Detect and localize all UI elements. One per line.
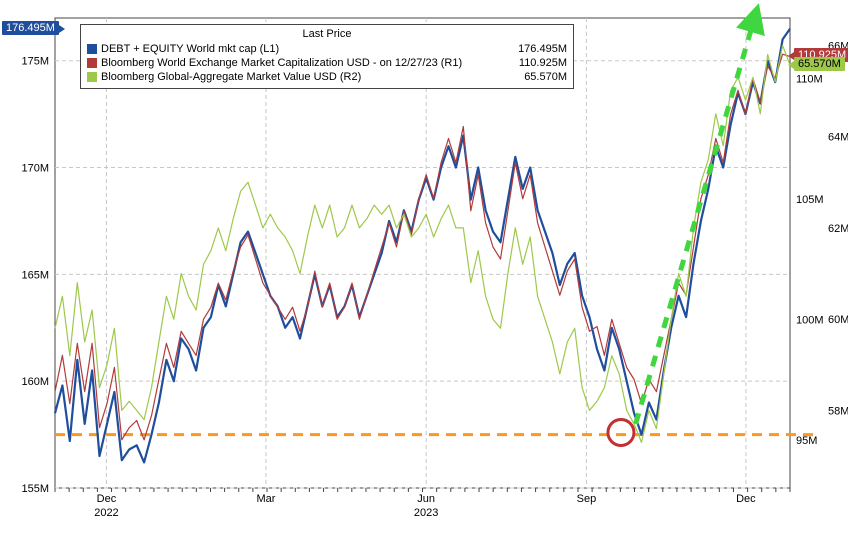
legend-swatch bbox=[87, 72, 97, 82]
legend-swatch bbox=[87, 58, 97, 68]
svg-text:62M: 62M bbox=[828, 223, 848, 235]
svg-text:Jun: Jun bbox=[417, 493, 435, 505]
svg-text:95M: 95M bbox=[796, 435, 817, 447]
legend-label: Bloomberg Global-Aggregate Market Value … bbox=[101, 70, 497, 84]
legend-box: Last Price DEBT + EQUITY World mkt cap (… bbox=[80, 24, 574, 89]
svg-text:Mar: Mar bbox=[256, 493, 275, 505]
legend-value: 110.925M bbox=[507, 56, 567, 70]
svg-text:105M: 105M bbox=[796, 194, 824, 206]
svg-text:165M: 165M bbox=[21, 269, 49, 281]
legend-value: 176.495M bbox=[507, 42, 567, 56]
svg-text:Dec: Dec bbox=[736, 493, 756, 505]
svg-text:60M: 60M bbox=[828, 314, 848, 326]
legend-swatch bbox=[87, 44, 97, 54]
svg-text:160M: 160M bbox=[21, 376, 49, 388]
legend-label: DEBT + EQUITY World mkt cap (L1) bbox=[101, 42, 497, 56]
legend-label: Bloomberg World Exchange Market Capitali… bbox=[101, 56, 497, 70]
legend-value: 65.570M bbox=[507, 70, 567, 84]
svg-text:64M: 64M bbox=[828, 132, 848, 144]
svg-text:58M: 58M bbox=[828, 405, 848, 417]
price-flag: 176.495M bbox=[2, 21, 59, 35]
legend-row: Bloomberg World Exchange Market Capitali… bbox=[87, 56, 567, 70]
svg-text:110M: 110M bbox=[796, 73, 823, 85]
svg-text:2022: 2022 bbox=[94, 507, 118, 519]
financial-chart: 155M 160M 165M 170M 175M 95M 100M 105M 110M 58M 60… bbox=[0, 0, 848, 539]
legend-row: Bloomberg Global-Aggregate Market Value … bbox=[87, 70, 567, 84]
svg-text:170M: 170M bbox=[21, 163, 49, 175]
legend-row: DEBT + EQUITY World mkt cap (L1) 176.495M bbox=[87, 42, 567, 56]
price-flag: 65.570M bbox=[794, 57, 845, 71]
svg-text:Dec: Dec bbox=[97, 493, 117, 505]
legend-title: Last Price bbox=[87, 27, 567, 41]
svg-text:175M: 175M bbox=[21, 56, 49, 68]
svg-text:155M: 155M bbox=[21, 483, 49, 495]
svg-text:100M: 100M bbox=[796, 314, 824, 326]
svg-text:2023: 2023 bbox=[414, 507, 438, 519]
svg-text:Sep: Sep bbox=[577, 493, 597, 505]
